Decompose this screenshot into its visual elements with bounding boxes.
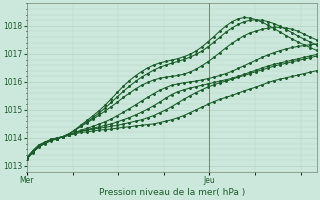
X-axis label: Pression niveau de la mer( hPa ): Pression niveau de la mer( hPa ) <box>99 188 245 197</box>
